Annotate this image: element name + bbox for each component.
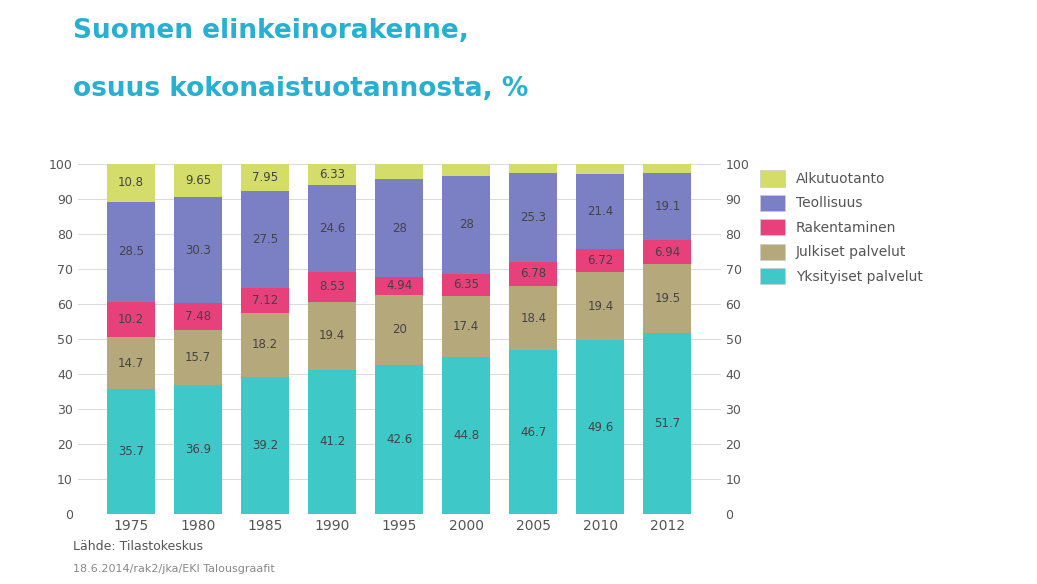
Bar [241,192,289,288]
Text: 28.5: 28.5 [118,245,144,258]
Bar [107,201,156,301]
Text: 19.1: 19.1 [654,200,680,213]
Bar [442,357,491,514]
Bar [442,296,491,357]
Text: 44.8: 44.8 [453,429,479,442]
Bar [107,164,156,201]
Bar [577,340,624,514]
Text: 19.4: 19.4 [587,300,614,312]
Bar [643,240,692,265]
Text: 49.6: 49.6 [587,420,614,433]
Legend: Alkutuotanto, Teollisuus, Rakentaminen, Julkiset palvelut, Yksityiset palvelut: Alkutuotanto, Teollisuus, Rakentaminen, … [760,171,923,284]
Bar [442,274,491,296]
Text: 30.3: 30.3 [186,244,212,257]
Text: 28: 28 [458,218,474,231]
Bar [241,377,289,514]
Text: 8.53: 8.53 [319,280,345,293]
Bar [375,179,423,277]
Text: 6.94: 6.94 [654,246,680,259]
Text: 24.6: 24.6 [319,222,345,235]
Text: 46.7: 46.7 [521,426,546,439]
Text: 7.12: 7.12 [252,294,278,307]
Bar [643,164,692,173]
Bar [174,197,222,304]
Bar [308,186,357,272]
Text: 36.9: 36.9 [185,443,212,456]
Text: 35.7: 35.7 [118,445,144,458]
Bar [509,164,558,173]
Text: 39.2: 39.2 [252,439,278,452]
Text: Lähde: Tilastokeskus: Lähde: Tilastokeskus [73,540,202,553]
Bar [643,333,692,514]
Bar [107,301,156,338]
Bar [174,304,222,329]
Text: 19.4: 19.4 [319,329,345,342]
Text: 6.35: 6.35 [453,279,479,291]
Text: 15.7: 15.7 [185,350,212,364]
Text: 41.2: 41.2 [319,435,345,449]
Text: 7.48: 7.48 [185,310,212,323]
Bar [241,164,289,192]
Text: 18.4: 18.4 [521,311,546,325]
Bar [241,313,289,377]
Text: 42.6: 42.6 [386,433,413,446]
Bar [308,370,357,514]
Bar [241,288,289,313]
Text: 18.2: 18.2 [252,338,278,351]
Text: 20: 20 [392,323,407,336]
Bar [107,389,156,514]
Text: 10.8: 10.8 [118,176,144,189]
Text: 28: 28 [392,222,407,235]
Bar [509,350,558,514]
Bar [375,164,423,179]
Text: 25.3: 25.3 [521,211,546,224]
Bar [308,272,357,301]
Bar [174,385,222,514]
Bar [308,301,357,370]
Text: 4.94: 4.94 [386,279,413,293]
Bar [509,286,558,350]
Text: 17.4: 17.4 [453,320,479,333]
Text: 6.78: 6.78 [521,267,546,280]
Bar [509,262,558,286]
Bar [308,164,357,186]
Text: osuus kokonaistuotannosta, %: osuus kokonaistuotannosta, % [73,76,528,102]
Bar [577,173,624,249]
Bar [375,364,423,514]
Text: 27.5: 27.5 [252,233,278,246]
Text: 6.33: 6.33 [319,168,345,181]
Text: 10.2: 10.2 [118,313,144,326]
Text: 14.7: 14.7 [118,357,144,370]
Bar [375,277,423,294]
Bar [174,164,222,197]
Bar [375,294,423,364]
Bar [577,249,624,272]
Text: Suomen elinkeinorakenne,: Suomen elinkeinorakenne, [73,18,469,44]
Bar [509,173,558,262]
Text: 18.6.2014/rak2/jka/EKI Talousgraafit: 18.6.2014/rak2/jka/EKI Talousgraafit [73,564,275,573]
Text: 9.65: 9.65 [185,174,212,187]
Text: 19.5: 19.5 [654,292,680,305]
Text: 51.7: 51.7 [654,417,680,430]
Bar [442,176,491,274]
Bar [107,338,156,389]
Bar [577,164,624,173]
Bar [643,173,692,240]
Text: 6.72: 6.72 [587,254,614,267]
Text: 7.95: 7.95 [252,171,278,184]
Bar [577,272,624,340]
Bar [643,265,692,333]
Bar [442,164,491,176]
Bar [174,329,222,385]
Text: 21.4: 21.4 [587,204,614,218]
